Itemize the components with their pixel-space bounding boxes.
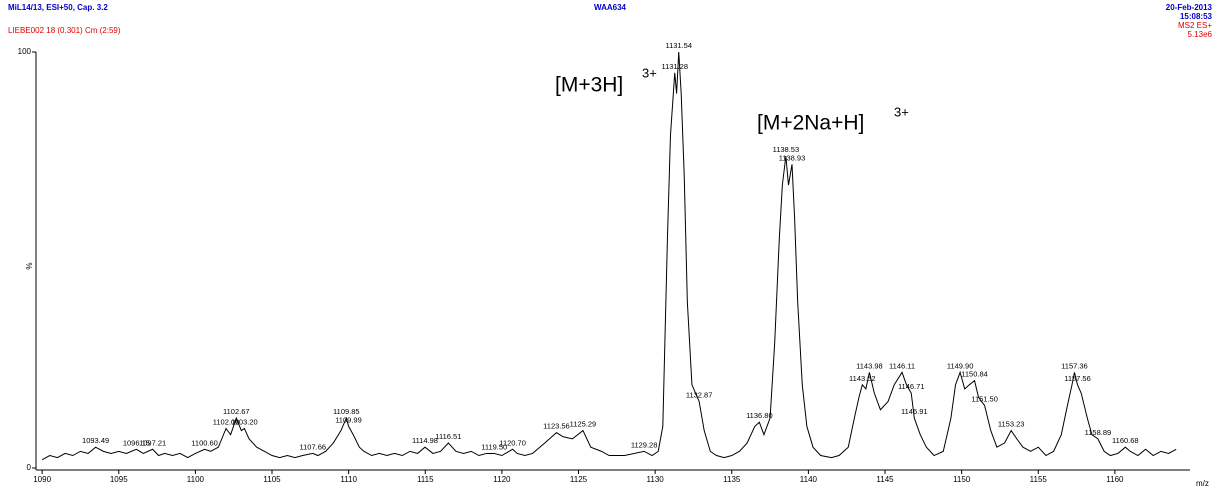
- x-tick-label: 1160: [1106, 475, 1124, 484]
- x-tick-label: 1105: [263, 475, 281, 484]
- x-axis-label: m/z: [1196, 479, 1209, 488]
- x-tick-label: 1140: [800, 475, 818, 484]
- max-intensity: 5.13e6: [1188, 30, 1213, 39]
- peak-label: 1103.20: [231, 417, 258, 426]
- peak-label: 1100.60: [191, 438, 218, 447]
- peak-label: 1093.49: [82, 436, 109, 445]
- annotation-superscript: 3+: [642, 65, 657, 80]
- peak-label: 1138.93: [779, 153, 806, 162]
- peak-label: 1158.89: [1085, 428, 1112, 437]
- peak-label: 1131.54: [665, 41, 692, 50]
- x-tick-label: 1120: [493, 475, 511, 484]
- peak-label: 1138.53: [773, 145, 800, 154]
- x-tick-label: 1130: [647, 475, 665, 484]
- peak-label: 1102.00: [213, 417, 240, 426]
- header-center: WAA634: [594, 3, 627, 12]
- ms-mode: MS2 ES+: [1178, 21, 1212, 30]
- peak-label: 1097.21: [139, 438, 166, 447]
- peak-label: 1125.29: [570, 420, 597, 429]
- peak-label: 1136.80: [746, 411, 773, 420]
- peak-label: 1146.71: [898, 382, 925, 391]
- peak-label: 1146.11: [889, 361, 915, 370]
- peak-label: 1102.67: [223, 407, 250, 416]
- peak-label: 1132.87: [686, 390, 713, 399]
- peak-label: 1129.28: [631, 440, 658, 449]
- x-tick-label: 1145: [876, 475, 894, 484]
- peak-label: 1114.98: [412, 436, 438, 445]
- peak-label: 1109.99: [335, 415, 362, 424]
- peak-label: 1120.70: [499, 438, 526, 447]
- peak-label: 1123.56: [543, 422, 570, 431]
- x-tick-label: 1110: [340, 475, 357, 484]
- x-tick-label: 1100: [187, 475, 205, 484]
- annotation: [M+3H]: [555, 74, 623, 97]
- peak-label: 1131.28: [661, 62, 688, 71]
- annotation: [M+2Na+H]: [757, 112, 864, 135]
- peak-label: 1119.50: [481, 442, 507, 451]
- x-tick-label: 1095: [110, 475, 128, 484]
- peak-label: 1146.91: [901, 407, 928, 416]
- peak-label: 1107.66: [299, 442, 326, 451]
- x-tick-label: 1135: [723, 475, 741, 484]
- peak-label: 1096.15: [123, 438, 150, 447]
- peak-label: 1143.98: [856, 361, 883, 370]
- x-tick-label: 1150: [953, 475, 971, 484]
- peak-label: 1153.23: [998, 420, 1025, 429]
- x-tick-label: 1125: [570, 475, 588, 484]
- peak-label: 1109.85: [333, 407, 360, 416]
- scan-info: LIEBE002 18 (0.301) Cm (2:59): [8, 26, 121, 35]
- spectrum-line: [41, 51, 1177, 461]
- peak-label: 1151.50: [971, 395, 998, 404]
- x-tick-label: 1155: [1030, 475, 1048, 484]
- y-tick-label: 0: [27, 463, 32, 472]
- header-time: 15:08:53: [1180, 12, 1213, 21]
- peak-label: 1143.52: [849, 374, 876, 383]
- peak-label: 1160.68: [1112, 436, 1139, 445]
- peak-label: 1157.56: [1064, 374, 1091, 383]
- y-axis-label: %: [25, 262, 34, 269]
- x-tick-label: 1090: [33, 475, 51, 484]
- peak-label: 1150.84: [961, 370, 988, 379]
- x-tick-label: 1115: [417, 475, 434, 484]
- peak-label: 1149.90: [947, 361, 974, 370]
- peak-label: 1157.36: [1061, 361, 1088, 370]
- header-date: 20-Feb-2013: [1166, 3, 1213, 12]
- y-tick-label: 100: [18, 47, 32, 56]
- annotation-superscript: 3+: [894, 104, 909, 119]
- peak-label: 1116.51: [435, 432, 461, 441]
- header-left: MiL14/13, ESI+50, Cap. 3.2: [8, 3, 108, 12]
